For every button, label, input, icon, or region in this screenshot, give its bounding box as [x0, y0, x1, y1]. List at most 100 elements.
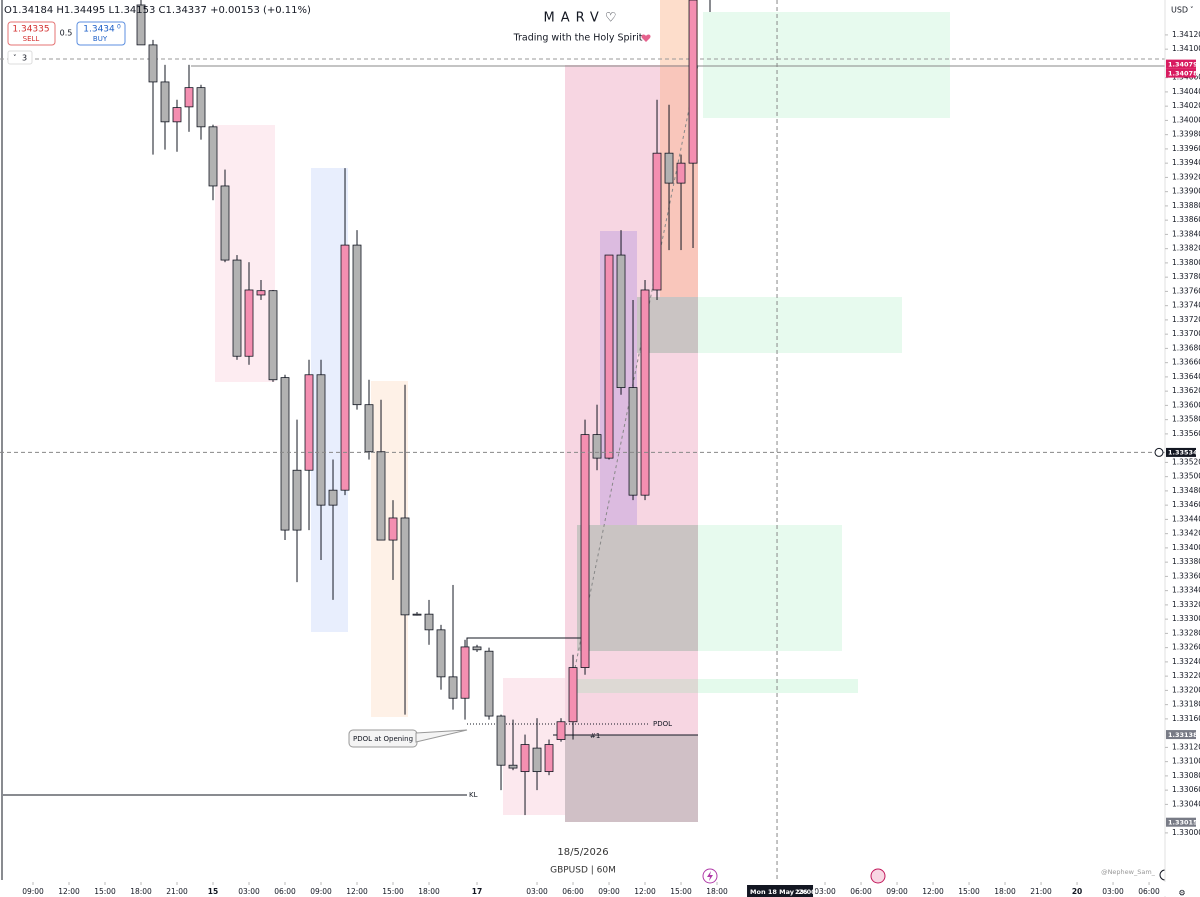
- x-tick-label: 09:00: [22, 887, 44, 896]
- candle-body: [268, 290, 278, 381]
- y-tick-label: 1.33840: [1172, 229, 1200, 238]
- candle-body: [364, 404, 374, 453]
- y-tick-label: 1.33180: [1172, 700, 1200, 709]
- y-tick-label: 1.33040: [1172, 799, 1200, 808]
- candle-body: [160, 81, 170, 123]
- annotation: PDOL: [653, 720, 672, 728]
- zone: [577, 679, 858, 693]
- x-tick-label: 06:00: [850, 887, 872, 896]
- candle-body: [424, 613, 434, 631]
- event-icon[interactable]: [870, 868, 886, 884]
- candle-body: [568, 667, 578, 723]
- x-tick-label: 09:00: [598, 887, 620, 896]
- candle-body: [640, 289, 650, 496]
- candle-body: [496, 715, 506, 766]
- y-tick-label: 1.33740: [1172, 301, 1200, 310]
- ohlc: O1.34184 H1.34495 L1.34153 C1.34337 +0.0…: [4, 5, 311, 16]
- y-tick-label: 1.33900: [1172, 187, 1200, 196]
- x-tick-label: 17: [472, 887, 482, 896]
- candle-body: [256, 290, 266, 296]
- y-tick-label: 1.33520: [1172, 457, 1200, 466]
- sell-button[interactable]: [7, 21, 56, 46]
- chevron: ˅: [13, 54, 17, 62]
- x-tick-label: 03:00: [814, 887, 836, 896]
- y-tick-label: 1.33500: [1172, 472, 1200, 481]
- y-tick-label: 1.33240: [1172, 657, 1200, 666]
- y-tick-label: 1.33220: [1172, 671, 1200, 680]
- crosshair-dot: [1154, 447, 1164, 457]
- x-tick-label: 15:00: [382, 887, 404, 896]
- y-tick-label: 1.33640: [1172, 372, 1200, 381]
- candle-body: [376, 451, 386, 541]
- candle-body: [340, 244, 350, 491]
- candle-body: [244, 289, 254, 357]
- x-tick-label: 20: [1072, 887, 1082, 896]
- candle-body: [304, 374, 314, 471]
- buy-price: 1.3434: [83, 25, 115, 35]
- candle-body: [292, 469, 302, 531]
- zone: [703, 12, 950, 118]
- price-tag-label: 1.33138: [1168, 731, 1198, 739]
- x-tick-label: 03:00: [238, 887, 260, 896]
- x-tick-label: 09:00: [310, 887, 332, 896]
- x-tick-label: 15: [208, 887, 218, 896]
- zone: [577, 525, 842, 651]
- y-tick-label: 1.34020: [1172, 101, 1200, 110]
- x-tick-label: 21:00: [1030, 887, 1052, 896]
- candle-body: [472, 646, 482, 651]
- candle-body: [232, 259, 242, 357]
- candle-body: [352, 244, 362, 406]
- y-tick-label: 1.33320: [1172, 600, 1200, 609]
- indicator-toggle[interactable]: [7, 50, 33, 65]
- candles: [136, 0, 698, 816]
- y-tick-label: 1.33400: [1172, 543, 1200, 552]
- candle-body: [436, 629, 446, 678]
- y-tick-label: 1.33420: [1172, 529, 1200, 538]
- price-tag-label: 1.34079: [1168, 60, 1198, 68]
- watermark-date: 18/5/2026: [557, 847, 608, 858]
- price-tag: [1166, 817, 1196, 827]
- spread: 0.5: [60, 29, 73, 38]
- settings-icon[interactable]: ⚙: [1178, 889, 1185, 897]
- price-tag-label: 1.34078: [1168, 69, 1198, 77]
- x-tick-label: 12:00: [58, 887, 80, 896]
- annotation: PDOL at Opening: [353, 735, 413, 743]
- currency-chevron: ˅: [1190, 6, 1194, 14]
- y-tick-label: 1.33260: [1172, 643, 1200, 652]
- y-tick-label: 1.33280: [1172, 628, 1200, 637]
- x-tick-label: 12:00: [346, 887, 368, 896]
- y-tick-label: 1.33680: [1172, 343, 1200, 352]
- y-tick-label: 1.33360: [1172, 571, 1200, 580]
- y-tick-label: 1.33160: [1172, 714, 1200, 723]
- y-tick-label: 1.33860: [1172, 215, 1200, 224]
- y-tick-label: 1.33120: [1172, 742, 1200, 751]
- y-tick-label: 1.33780: [1172, 272, 1200, 281]
- candle-body: [688, 0, 698, 164]
- price-tag: [1166, 59, 1196, 69]
- candle-body: [448, 676, 458, 699]
- candle-body: [172, 107, 182, 123]
- price-tag: [1166, 730, 1196, 740]
- buy-button[interactable]: [76, 21, 126, 46]
- y-tick-label: 1.33720: [1172, 315, 1200, 324]
- candle-body: [388, 517, 398, 541]
- candle-body: [580, 434, 590, 668]
- y-tick-label: 1.34000: [1172, 115, 1200, 124]
- x-tick-label: 15:00: [958, 887, 980, 896]
- y-tick-label: 1.33880: [1172, 201, 1200, 210]
- x-tick-label: 06:00: [274, 887, 296, 896]
- y-tick-label: 1.33200: [1172, 685, 1200, 694]
- crosshair-time: 23:00: [795, 888, 816, 896]
- y-tick-label: 1.34100: [1172, 44, 1200, 53]
- candle-body: [544, 744, 554, 773]
- y-tick-label: 1.33760: [1172, 286, 1200, 295]
- candle-body: [520, 744, 530, 773]
- y-tick-label: 1.33940: [1172, 158, 1200, 167]
- x-tick-label: 06:00: [562, 887, 584, 896]
- candle-body: [412, 613, 422, 616]
- y-tick-label: 1.33000: [1172, 828, 1200, 837]
- candle-body: [136, 4, 146, 46]
- y-tick-label: 1.33960: [1172, 144, 1200, 153]
- x-tick-label: 12:00: [634, 887, 656, 896]
